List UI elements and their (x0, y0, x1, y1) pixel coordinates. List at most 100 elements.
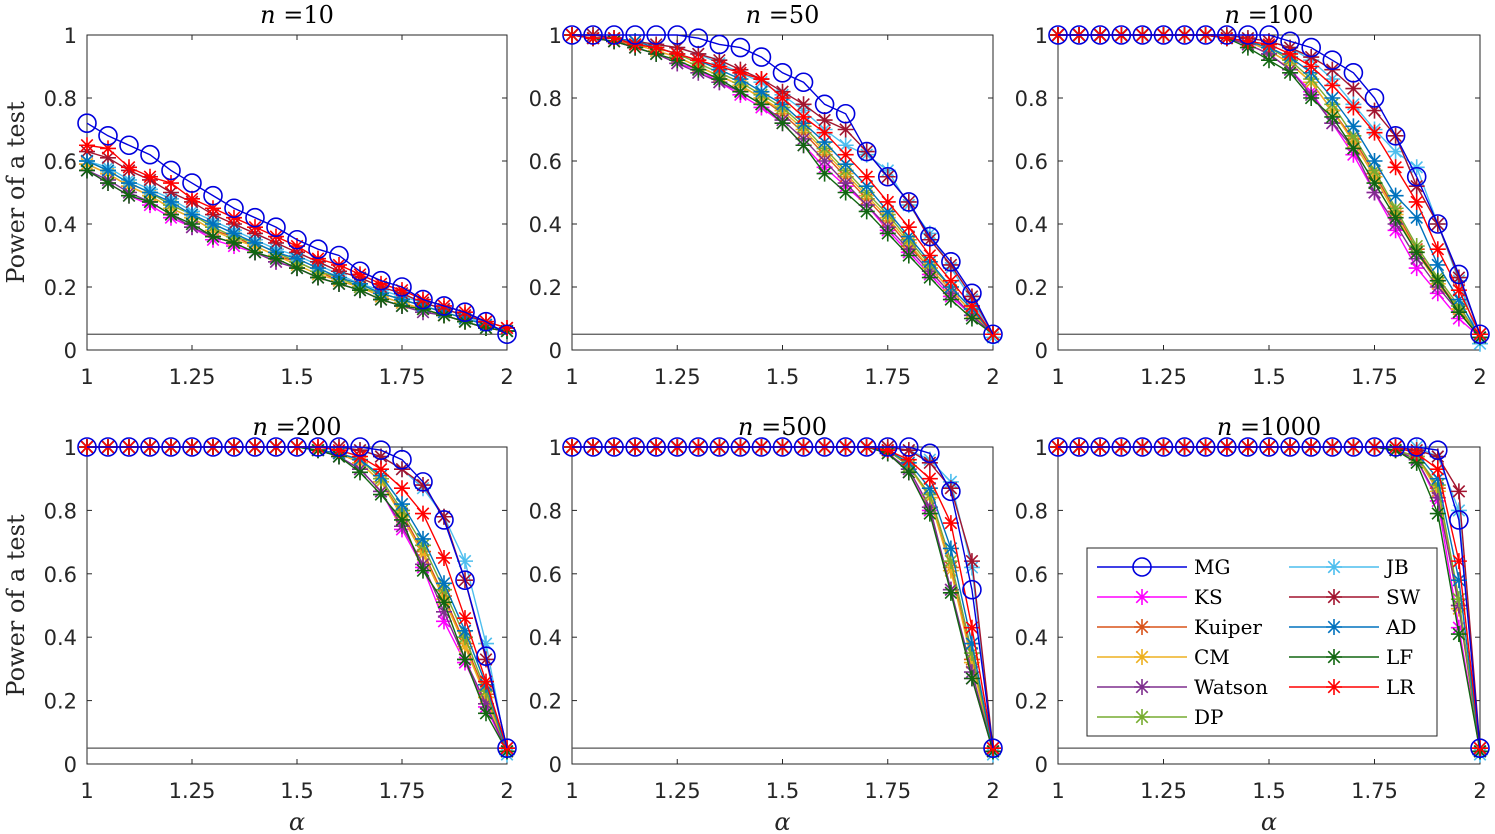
point-MG (583, 25, 603, 45)
point-LF (690, 61, 707, 78)
point-AD (457, 622, 473, 639)
point-MG (962, 283, 982, 304)
y-tick-label: 0.8 (1015, 87, 1048, 111)
x-tick-label: 1.5 (1252, 365, 1285, 389)
legend-marker (1326, 589, 1342, 605)
point-MG (1132, 25, 1153, 45)
point-LF (331, 275, 347, 292)
point-LF (1450, 626, 1467, 643)
point-MG (1238, 437, 1258, 457)
x-tick-label: 1.25 (169, 365, 216, 389)
point-MG (835, 103, 856, 124)
point-DP (1366, 162, 1383, 179)
panel-title-n: n (252, 413, 267, 441)
point-SW (942, 256, 959, 273)
legend-entry-MG: MG (1097, 555, 1230, 579)
point-MG (77, 437, 97, 457)
legend-label: SW (1386, 585, 1421, 609)
legend-label: CM (1194, 645, 1230, 669)
panel-title: n =200 (252, 413, 341, 441)
y-tick-label: 1 (64, 24, 77, 48)
point-LR (606, 30, 623, 47)
legend: MG KS Kuiper CM Watson DP JB SW AD LF LR (1086, 547, 1438, 737)
point-MG (646, 25, 667, 45)
point-LF (795, 137, 812, 154)
point-LR (795, 108, 812, 125)
point-MG (604, 25, 624, 45)
point-LF (457, 651, 473, 668)
point-MG (392, 449, 412, 470)
point-MG (119, 437, 139, 457)
series-line-MG (1058, 446, 1481, 749)
point-AD (1345, 118, 1362, 135)
point-MG (308, 437, 328, 457)
point-MG (898, 437, 919, 457)
point-MG (413, 472, 433, 492)
point-MG (245, 207, 265, 228)
point-LF (1366, 175, 1383, 192)
legend-label: JB (1384, 555, 1409, 579)
point-AD (415, 530, 431, 547)
series-line-MG (572, 34, 994, 335)
y-tick-label: 0.8 (529, 499, 562, 523)
point-LR (373, 461, 389, 478)
legend-marker (1326, 559, 1342, 575)
point-MG (583, 437, 603, 457)
point-MG (1238, 25, 1258, 45)
point-AD (1366, 153, 1383, 169)
point-LF (963, 310, 980, 327)
panel-title-n: n (1217, 413, 1232, 441)
panel-n-50: 1 1.25 1.5 1.75 2 0 0.2 0.4 0.6 0.8 1 n =50 (529, 1, 1003, 389)
point-LR (669, 45, 686, 62)
point-LR (1324, 77, 1341, 94)
point-SW (963, 553, 980, 570)
point-MG (350, 437, 370, 457)
point-LF (837, 184, 854, 201)
y-tick-label: 0.6 (44, 150, 77, 174)
point-MG (308, 239, 328, 259)
point-AD (394, 496, 410, 513)
point-LR (690, 52, 707, 69)
point-MG (182, 173, 202, 193)
point-AD (816, 134, 833, 151)
point-AD (1408, 209, 1425, 226)
point-MG (562, 437, 582, 457)
y-tick-label: 0 (1035, 753, 1048, 777)
y-tick-label: 0.4 (1015, 213, 1048, 237)
point-MG (371, 270, 391, 291)
point-LR (900, 451, 917, 468)
point-SW (436, 508, 452, 525)
point-SW (816, 112, 833, 129)
point-AD (310, 260, 326, 277)
point-MG (1195, 437, 1216, 457)
panel-title-n: n (738, 413, 753, 441)
point-LR (921, 470, 938, 487)
x-tick-label: 2 (986, 365, 999, 389)
point-MG (350, 261, 370, 282)
panel-title-value: =1000 (1232, 413, 1321, 441)
point-SW (1450, 483, 1467, 500)
legend-entry-DP: DP (1097, 705, 1224, 729)
point-SW (942, 480, 959, 497)
point-AD (753, 83, 770, 100)
point-AD (837, 156, 854, 173)
point-MG (1301, 37, 1321, 58)
point-MG (140, 144, 160, 165)
point-LF (352, 282, 368, 299)
axes-box (86, 446, 508, 765)
point-LF (310, 269, 326, 286)
point-MG (1217, 437, 1237, 457)
point-LR (648, 39, 665, 56)
legend-marker (1326, 679, 1342, 695)
legend-entry-SW: SW (1289, 585, 1421, 609)
point-MG (287, 229, 307, 250)
point-LR (816, 124, 833, 141)
x-tick-label: 1 (1051, 365, 1064, 389)
point-LF (373, 291, 389, 308)
legend-label: AD (1385, 615, 1416, 639)
point-MG (751, 47, 772, 67)
panel-n-10: 1 1.25 1.5 1.75 2 0 0.2 0.4 0.6 0.8 1 n =10 (44, 1, 517, 389)
point-MG (877, 166, 898, 187)
y-tick-label: 0.4 (529, 213, 562, 237)
point-LF (921, 269, 938, 286)
